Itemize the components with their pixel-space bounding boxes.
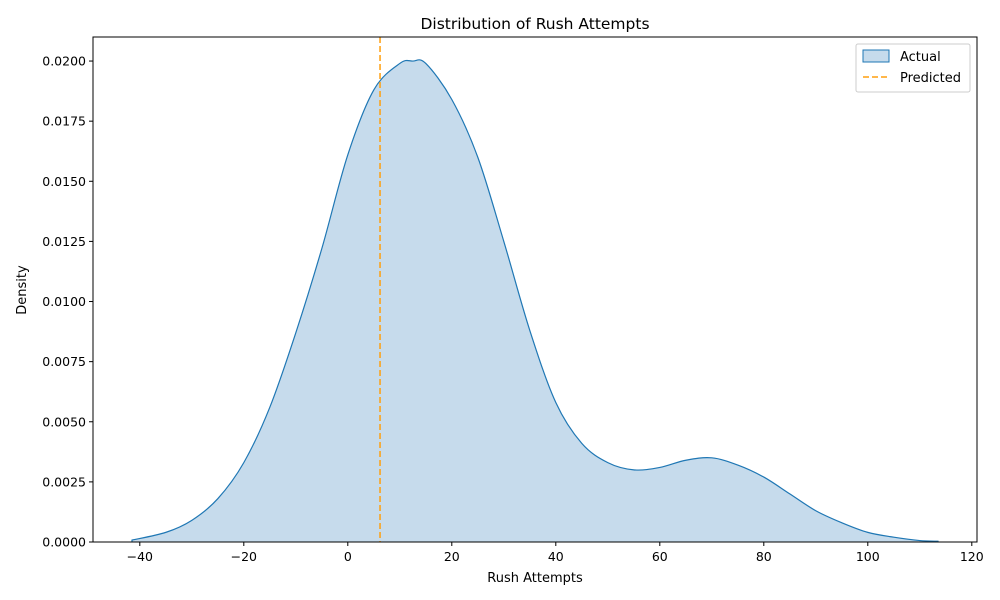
legend-actual-label: Actual	[900, 50, 941, 65]
x-tick-label: 60	[652, 549, 668, 564]
y-tick-label: 0.0050	[42, 414, 86, 429]
y-tick-label: 0.0200	[42, 54, 86, 69]
plot-area	[131, 37, 939, 543]
axes-frame	[92, 36, 978, 543]
legend-predicted-label: Predicted	[900, 71, 961, 86]
x-tick-label: 80	[756, 549, 772, 564]
x-axis: −40 −20 0 20 40 60 80 100 120	[127, 542, 984, 564]
y-tick-label: 0.0000	[42, 535, 86, 550]
y-tick-label: 0.0075	[42, 354, 86, 369]
x-axis-label: Rush Attempts	[487, 571, 583, 586]
x-tick-label: 20	[444, 549, 460, 564]
legend: Actual Predicted	[855, 43, 971, 93]
x-tick-label: 0	[344, 549, 352, 564]
chart-title: Distribution of Rush Attempts	[420, 15, 649, 33]
actual-density-line	[131, 59, 939, 542]
y-tick-label: 0.0150	[42, 174, 86, 189]
x-tick-label: 100	[856, 549, 880, 564]
actual-density-area	[132, 59, 938, 543]
x-tick-label: −40	[127, 549, 153, 564]
axes-spines	[92, 36, 978, 543]
y-tick-label: 0.0025	[42, 474, 86, 489]
x-tick-label: −20	[231, 549, 257, 564]
legend-actual-swatch	[862, 49, 890, 63]
y-tick-label: 0.0125	[42, 234, 86, 249]
y-axis-label: Density	[15, 265, 30, 315]
x-tick-label: 40	[548, 549, 564, 564]
y-tick-label: 0.0175	[42, 114, 86, 129]
y-axis: 0.0000 0.0025 0.0050 0.0075 0.0100 0.0125 0.01…	[42, 54, 93, 550]
y-tick-label: 0.0100	[42, 294, 86, 309]
x-tick-label: 120	[960, 549, 984, 564]
